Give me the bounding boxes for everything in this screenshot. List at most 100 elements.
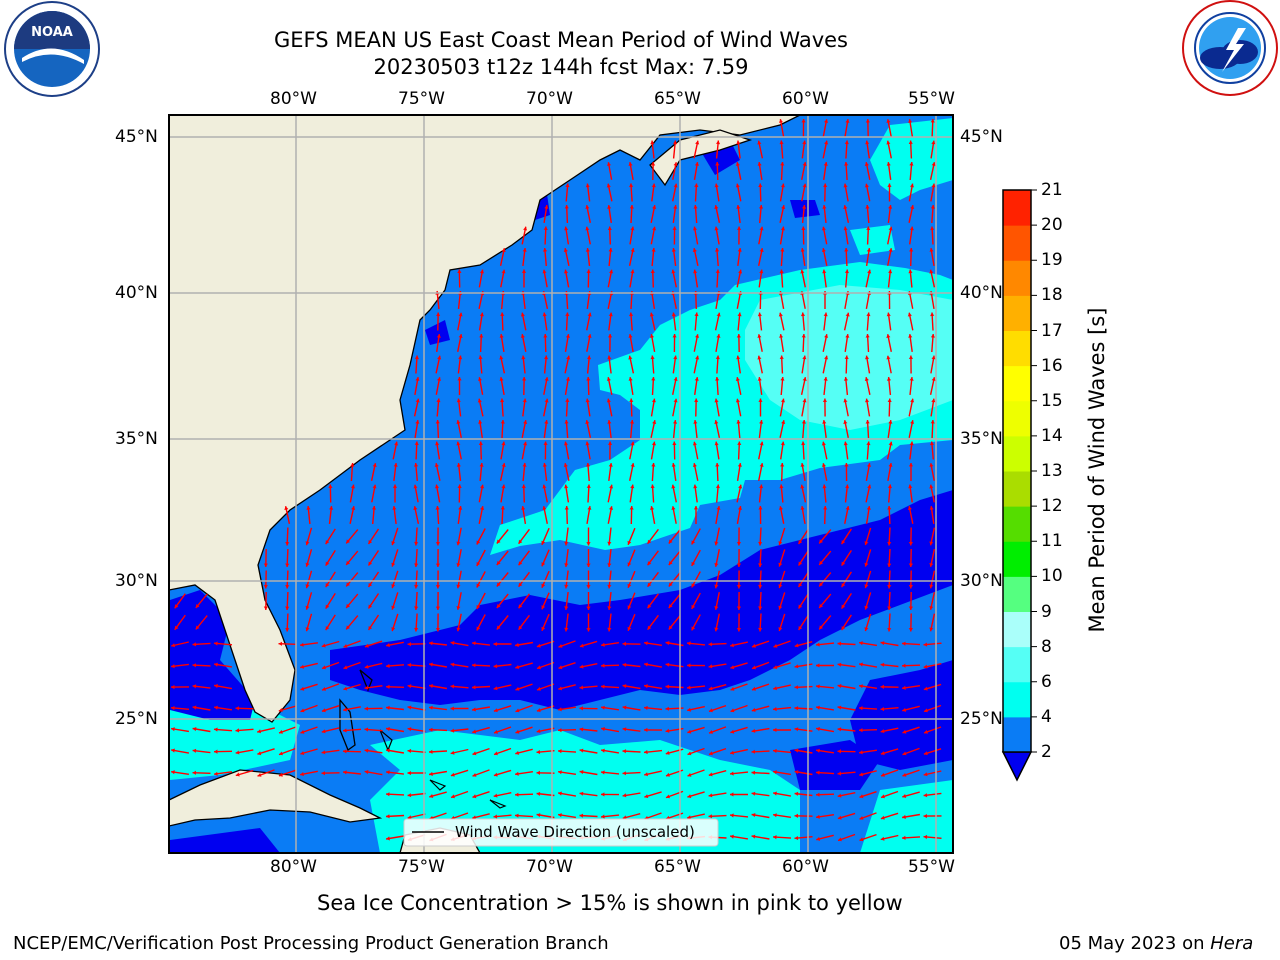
wave-direction-arrowhead [730,729,735,734]
wave-direction-arrowhead [391,541,396,546]
wave-direction-arrowhead [716,312,721,317]
wave-direction-arrowhead [630,441,635,446]
wave-direction-arrowhead [908,606,913,610]
wave-direction-arrowhead [843,441,848,446]
wave-direction-arrowhead [778,506,783,510]
wave-direction-arrowhead [816,836,821,841]
wave-direction-arrowhead [794,748,799,753]
wave-direction-arrowhead [800,506,805,510]
wave-direction-arrowhead [608,312,613,317]
wave-direction-arrowhead [536,729,541,734]
wave-direction-arrowhead [541,583,546,588]
wave-direction-arrowhead [692,441,697,446]
wave-direction-arrowhead [407,793,412,798]
wave-direction-arrowhead [601,814,605,819]
wave-direction-arrowhead [730,813,734,818]
wave-direction-arrowhead [859,837,864,842]
wave-direction-arrowhead [544,377,549,381]
lon-label-bottom-70w: 70°W [526,857,573,877]
wave-direction-arrowhead [364,643,369,648]
wave-direction-arrowhead [364,685,369,690]
wave-direction-arrowhead [780,377,785,381]
colorbar [1001,189,1037,782]
wave-direction-arrowhead [758,541,763,546]
wave-direction-arrowhead [859,772,864,777]
wave-direction-arrowhead [285,606,290,610]
wave-direction-arrowhead [886,140,891,145]
wave-direction-arrowhead [714,420,719,424]
wave-direction-arrowhead [391,605,396,610]
wave-direction-arrowhead [665,706,669,711]
wave-direction-arrowhead [794,643,799,648]
wave-direction-arrowhead [565,183,570,188]
wave-direction-arrowhead [622,727,627,732]
wave-direction-arrowhead [521,484,526,488]
wave-direction-arrowhead [305,584,310,589]
wave-direction-arrowhead [585,183,590,188]
wave-direction-arrowhead [881,794,885,799]
wave-direction-arrowhead [628,334,633,338]
wave-direction-arrowhead [414,584,419,589]
wave-direction-arrowhead [647,561,652,566]
wave-direction-arrowhead [652,205,657,209]
colorbar-tick-label: 21 [1041,180,1063,200]
wave-direction-arrowhead [650,140,655,145]
wave-direction-arrowhead [451,794,455,799]
wave-direction-arrowhead [800,484,805,489]
wave-direction-arrowhead [587,312,592,317]
wave-direction-arrowhead [844,463,849,467]
wave-direction-arrowhead [458,355,463,360]
wave-direction-arrowhead [824,334,829,338]
wave-direction-arrowhead [694,312,699,317]
wave-direction-arrowhead [802,205,807,209]
wave-direction-arrowhead [802,398,807,403]
wave-direction-arrowhead [564,205,569,209]
wave-direction-arrowhead [651,162,656,166]
wave-direction-arrowhead [472,815,477,820]
wave-direction-arrowhead [888,269,893,274]
wave-direction-arrowhead [436,312,441,316]
wave-direction-arrowhead [758,606,763,610]
wave-direction-arrowhead [821,226,826,231]
wave-direction-arrowhead [214,662,218,667]
wave-direction-arrowhead [627,540,632,545]
wave-direction-arrowhead [477,398,482,403]
wave-direction-arrowhead [386,705,390,710]
wave-direction-arrowhead [541,562,546,567]
wave-direction-arrowhead [407,748,412,753]
wave-direction-arrowhead [910,398,915,403]
wave-direction-arrowhead [607,226,612,230]
nws-logo [1182,0,1278,96]
wave-direction-arrowhead [908,563,913,567]
wave-direction-arrowhead [736,334,741,338]
wave-direction-arrowhead [565,312,570,317]
wave-direction-arrowhead [929,441,934,446]
wave-direction-arrowhead [730,771,734,776]
wave-direction-arrowhead [518,625,523,630]
wave-direction-arrowhead [174,625,179,630]
wave-direction-arrowhead [429,771,433,776]
wave-direction-arrowhead [434,463,439,467]
wave-direction-arrowhead [671,463,676,467]
wave-direction-arrowhead [325,583,330,588]
wave-direction-arrowhead [691,561,696,566]
wave-direction-arrowhead [628,377,633,381]
wave-direction-arrowhead [607,162,611,166]
wave-direction-arrowhead [751,749,755,754]
wave-direction-arrowhead [687,794,692,799]
wave-direction-arrowhead [924,729,928,734]
lat-label-right-45n: 45°N [960,127,1003,147]
wave-direction-arrowhead [751,813,756,818]
wave-direction-arrowhead [798,583,803,587]
wave-direction-arrowhead [279,729,283,734]
map-title: GEFS MEAN US East Coast Mean Period of W… [274,28,848,52]
wave-direction-arrowhead [493,664,498,669]
wave-direction-arrowhead [630,248,635,252]
wave-direction-arrowhead [456,541,461,546]
wave-direction-arrowhead [758,627,763,632]
wave-direction-arrowhead [864,562,869,567]
wave-direction-arrowhead [908,355,913,359]
wave-direction-arrowhead [515,813,519,818]
wave-direction-arrowhead [714,563,719,567]
wave-direction-arrowhead [757,334,762,338]
